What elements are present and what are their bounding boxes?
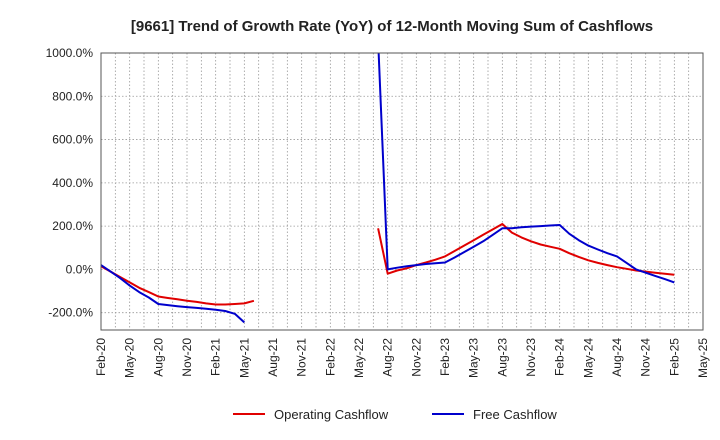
x-tick-label: May-24	[581, 338, 595, 378]
y-tick-label: 0.0%	[66, 262, 94, 276]
x-tick-label: Aug-20	[151, 338, 165, 377]
y-axis-ticks: -200.0% 0.0% 200.0% 400.0% 600.0% 800.0% 1000.…	[46, 46, 94, 320]
x-tick-label: Feb-22	[323, 338, 337, 376]
series-lines	[101, 53, 675, 324]
x-tick-label: Nov-24	[639, 338, 653, 377]
y-tick-label: 1000.0%	[46, 46, 94, 60]
x-tick-label: Aug-22	[381, 338, 395, 377]
x-tick-label: Nov-23	[524, 338, 538, 377]
x-tick-label: May-22	[352, 338, 366, 378]
series-line-operating-cashflow	[101, 223, 675, 306]
x-tick-label: May-23	[467, 338, 481, 378]
x-tick-label: Aug-24	[610, 338, 624, 377]
x-tick-label: Aug-23	[495, 338, 509, 377]
x-tick-label: May-20	[123, 338, 137, 378]
x-tick-label: Nov-20	[180, 338, 194, 377]
legend-label: Operating Cashflow	[274, 407, 389, 422]
y-tick-label: 800.0%	[52, 89, 93, 103]
x-tick-label: Nov-22	[409, 338, 423, 377]
y-tick-label: 200.0%	[52, 219, 93, 233]
chart-title: [9661] Trend of Growth Rate (YoY) of 12-…	[131, 18, 653, 35]
x-tick-label: Nov-21	[295, 338, 309, 377]
x-axis-ticks: Feb-20 May-20 Aug-20 Nov-20 Feb-21 May-21 Aug-…	[94, 338, 710, 378]
x-tick-label: Feb-25	[667, 338, 681, 376]
plot-frame	[100, 52, 704, 331]
x-tick-label: May-21	[237, 338, 251, 378]
x-tick-label: Feb-21	[209, 338, 223, 376]
series-line-free-cashflow	[101, 53, 675, 324]
grid	[100, 52, 704, 330]
legend-label: Free Cashflow	[473, 407, 557, 422]
x-tick-label: Aug-21	[266, 338, 280, 377]
y-tick-label: -200.0%	[48, 306, 93, 320]
x-tick-label: Feb-23	[438, 338, 452, 376]
legend: Operating Cashflow Free Cashflow	[233, 407, 557, 422]
x-tick-label: Feb-24	[553, 338, 567, 376]
x-tick-label: May-25	[696, 338, 710, 378]
y-tick-label: 600.0%	[52, 133, 93, 147]
x-tick-label: Feb-20	[94, 338, 108, 376]
y-tick-label: 400.0%	[52, 176, 93, 190]
